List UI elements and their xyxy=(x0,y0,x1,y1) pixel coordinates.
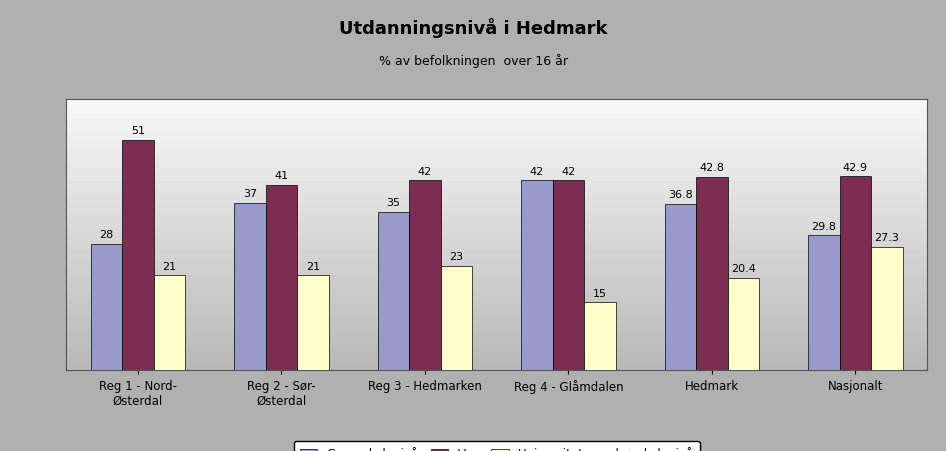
Text: 42: 42 xyxy=(561,167,575,177)
Text: 21: 21 xyxy=(306,262,320,272)
Bar xyxy=(122,140,154,370)
Text: 27.3: 27.3 xyxy=(874,233,900,243)
Text: 23: 23 xyxy=(449,253,464,262)
Text: Utdanningsnivå i Hedmark: Utdanningsnivå i Hedmark xyxy=(339,18,607,38)
Bar xyxy=(664,204,696,370)
Bar xyxy=(585,302,616,370)
Bar xyxy=(441,266,472,370)
Legend: Grunnskolenivå, Vgs, Universitets- og høgskolenivå: Grunnskolenivå, Vgs, Universitets- og hø… xyxy=(294,441,699,451)
Bar xyxy=(727,278,760,370)
Bar xyxy=(297,275,329,370)
Text: 36.8: 36.8 xyxy=(668,190,692,200)
Text: 20.4: 20.4 xyxy=(731,264,756,274)
Text: 51: 51 xyxy=(131,126,145,136)
Text: 41: 41 xyxy=(274,171,289,181)
Bar xyxy=(377,212,409,370)
Bar xyxy=(266,185,297,370)
Text: 29.8: 29.8 xyxy=(812,222,836,232)
Bar xyxy=(871,247,902,370)
Text: 28: 28 xyxy=(99,230,114,240)
Bar xyxy=(409,180,441,370)
Bar xyxy=(839,176,871,370)
Text: 35: 35 xyxy=(386,198,400,208)
Text: 42.8: 42.8 xyxy=(699,163,725,173)
Text: 42: 42 xyxy=(530,167,544,177)
Bar xyxy=(234,203,266,370)
Bar xyxy=(808,235,839,370)
Bar xyxy=(154,275,185,370)
Bar xyxy=(521,180,552,370)
Text: 15: 15 xyxy=(593,289,607,299)
Bar xyxy=(552,180,585,370)
Text: 21: 21 xyxy=(163,262,177,272)
Text: 37: 37 xyxy=(243,189,257,199)
Bar xyxy=(91,244,122,370)
Bar xyxy=(696,177,727,370)
Text: % av befolkningen  over 16 år: % av befolkningen over 16 år xyxy=(378,54,568,68)
Text: 42.9: 42.9 xyxy=(843,163,867,173)
Text: 42: 42 xyxy=(418,167,432,177)
